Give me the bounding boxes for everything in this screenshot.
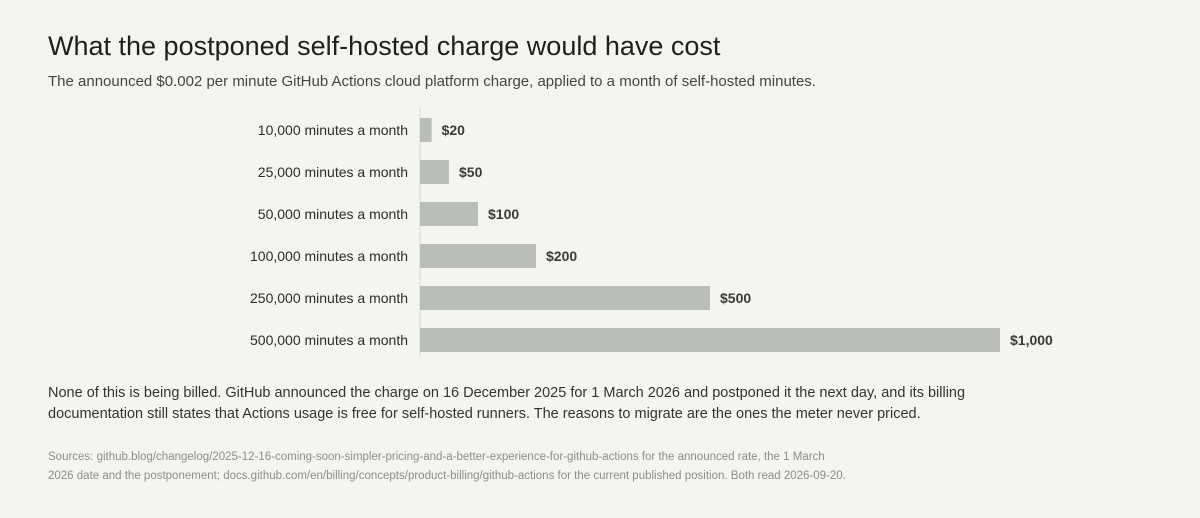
chart-subtitle: The announced $0.002 per minute GitHub A… — [48, 73, 816, 90]
bar — [420, 118, 432, 142]
value-label: $1,000 — [1010, 332, 1053, 348]
category-label: 10,000 minutes a month — [258, 122, 408, 138]
value-label: $20 — [442, 122, 466, 138]
bar — [420, 286, 710, 310]
value-label: $500 — [720, 290, 751, 306]
value-label: $50 — [459, 164, 483, 180]
bar-chart: 10,000 minutes a month $20 25,000 minutes … — [250, 108, 1053, 356]
category-label: 250,000 minutes a month — [250, 290, 408, 306]
explanatory-note: None of this is being billed. GitHub ann… — [48, 385, 966, 422]
bar — [420, 202, 478, 226]
value-label: $200 — [546, 248, 577, 264]
category-label: 100,000 minutes a month — [250, 248, 408, 264]
chart-title: What the postponed self-hosted charge wo… — [48, 31, 721, 61]
category-label: 500,000 minutes a month — [250, 332, 408, 348]
bar — [420, 328, 1000, 352]
category-label: 50,000 minutes a month — [258, 206, 408, 222]
category-label: 25,000 minutes a month — [258, 164, 408, 180]
bar — [420, 244, 536, 268]
value-label: $100 — [488, 206, 519, 222]
sources-note: Sources: github.blog/changelog/2025-12-1… — [48, 451, 846, 482]
bar — [420, 160, 449, 184]
